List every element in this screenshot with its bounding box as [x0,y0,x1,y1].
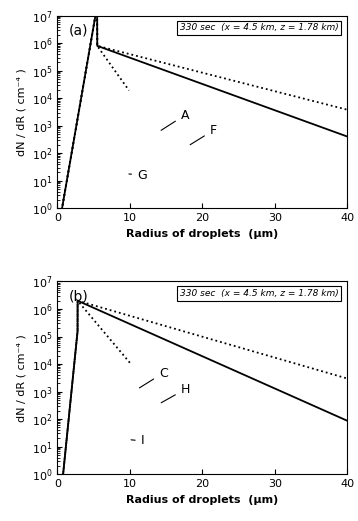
Y-axis label: dN / dR ( cm⁻⁴ ): dN / dR ( cm⁻⁴ ) [16,68,26,156]
Text: C: C [139,367,168,388]
Text: (a): (a) [69,23,88,38]
Text: 330 sec  (x = 4.5 km, z = 1.78 km): 330 sec (x = 4.5 km, z = 1.78 km) [180,289,339,298]
X-axis label: Radius of droplets  (μm): Radius of droplets (μm) [126,229,279,239]
Text: I: I [131,435,144,448]
Y-axis label: dN / dR ( cm⁻⁴ ): dN / dR ( cm⁻⁴ ) [16,334,26,421]
Text: F: F [190,124,217,145]
X-axis label: Radius of droplets  (μm): Radius of droplets (μm) [126,494,279,504]
Text: A: A [161,109,189,130]
Text: (b): (b) [69,289,89,303]
Text: G: G [129,169,147,182]
Text: H: H [161,383,190,403]
Text: 330 sec  (x = 4.5 km, z = 1.78 km): 330 sec (x = 4.5 km, z = 1.78 km) [180,23,339,32]
